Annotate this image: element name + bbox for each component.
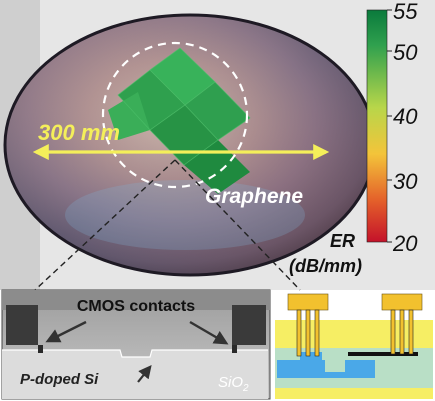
substrate-layer [275, 388, 433, 399]
via [314, 309, 320, 357]
via [305, 309, 311, 357]
cmos-contact-right [232, 305, 266, 345]
zoom-line-right [174, 159, 301, 291]
arrow-to-right-contact [189, 320, 229, 345]
via [390, 309, 396, 355]
colorbar: 55 50 40 30 20 ER (dB/mm) [289, 0, 418, 276]
via [296, 309, 302, 357]
graphene-layer [348, 352, 418, 356]
tick-label: 55 [393, 0, 418, 24]
contact-step [38, 345, 43, 353]
device-schematic [275, 292, 433, 399]
graphene-tile [185, 82, 250, 140]
via [399, 309, 405, 355]
waveguide-rib [300, 352, 322, 360]
tick-label: 30 [393, 169, 418, 194]
via [408, 309, 414, 355]
graphene-tiles [108, 47, 251, 194]
contact-step [232, 345, 237, 353]
graphene-tile [108, 92, 150, 140]
sem-panel: CMOS contacts P-doped Si SiO2 [1, 289, 271, 400]
graphene-tile [150, 48, 215, 105]
p-doped-si-label: P-doped Si [20, 371, 99, 388]
sem-substrate [2, 350, 268, 399]
tick-label: 40 [393, 104, 418, 129]
tick-label: 20 [392, 231, 418, 256]
tile-grid-lines [117, 47, 251, 166]
colorbar-title-er: ER [330, 231, 355, 251]
sio2-label-subscript: 2 [242, 383, 249, 394]
metal-pad-left [287, 293, 329, 311]
arrow-to-left-contact [45, 320, 87, 343]
cmos-contacts-label: CMOS contacts [77, 298, 195, 315]
sem-surface-line [2, 349, 268, 358]
wafer-photo: 300 mm Graphene [0, 0, 435, 291]
via-stack-left [296, 309, 320, 357]
colorbar-gradient [366, 9, 388, 243]
via-stack-right [390, 309, 414, 355]
metal-pad-right [381, 293, 423, 311]
sem-top-band [2, 290, 270, 310]
silicon-waveguide [277, 360, 375, 378]
sio2-label-base: SiO [218, 374, 243, 391]
graphene-tile [118, 70, 185, 130]
tick-label: 50 [393, 40, 418, 65]
diameter-label: 300 mm [38, 120, 120, 145]
sio2-label: SiO2 [218, 374, 249, 394]
colorbar-title-units: (dB/mm) [289, 256, 362, 276]
arrow-to-waveguide [137, 364, 152, 383]
graphene-label: Graphene [205, 185, 303, 208]
zoom-line-left [34, 159, 176, 291]
cmos-contact-left [6, 305, 38, 345]
dashed-circle-outline [101, 41, 249, 189]
